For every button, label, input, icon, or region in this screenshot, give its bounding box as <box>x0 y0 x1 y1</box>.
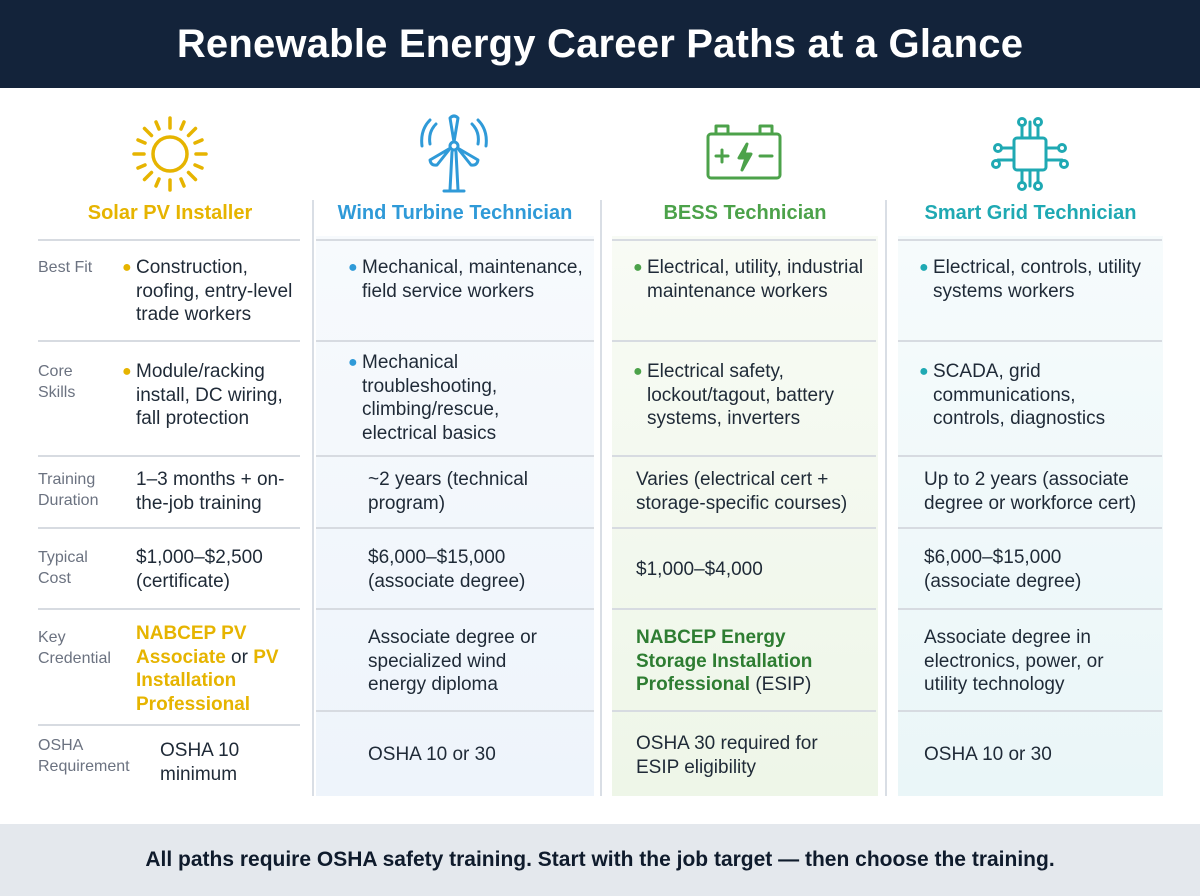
bullet-icon: ● <box>348 354 358 371</box>
cell-key-credential-grid: Associate degree in electronics, power, … <box>924 627 1104 695</box>
row-divider <box>612 340 876 342</box>
column-divider <box>885 200 887 796</box>
row-divider <box>612 608 876 610</box>
bullet-icon: ● <box>348 259 358 276</box>
row-divider <box>612 239 876 241</box>
bullet-icon: ● <box>919 363 929 380</box>
row-divider <box>898 455 1162 457</box>
grid-column-background <box>898 236 1163 796</box>
cell-text: SCADA, grid communications, controls, di… <box>933 361 1106 429</box>
row-divider <box>38 239 300 241</box>
row-divider <box>898 340 1162 342</box>
sun-icon <box>128 112 212 196</box>
circuit-icon <box>988 112 1072 196</box>
row-divider <box>316 340 594 342</box>
cell-text: Module/racking install, DC wiring, fall … <box>136 361 283 429</box>
cell-text: Construction, roofing, entry-level trade… <box>136 257 293 325</box>
cell-core-skills-bess: ● Electrical safety, lockout/tagout, batt… <box>633 360 869 431</box>
column-divider <box>312 200 314 796</box>
cell-core-skills-wind: ● Mechanical troubleshooting, climbing/re… <box>348 351 562 445</box>
row-divider <box>612 527 876 529</box>
cell-key-credential-solar: NABCEP PV Associate or PV Installation P… <box>136 622 300 716</box>
row-divider <box>38 608 300 610</box>
credential-suffix: (ESIP) <box>750 674 812 695</box>
wind-turbine-icon <box>412 112 496 196</box>
row-divider <box>38 527 300 529</box>
row-divider <box>316 608 594 610</box>
cell-key-credential-bess: NABCEP Energy Storage Installation Profe… <box>636 626 836 697</box>
cell-training-duration-solar: 1–3 months + on-the-job training <box>136 469 285 514</box>
row-divider <box>898 710 1162 712</box>
cell-osha-wind: OSHA 10 or 30 <box>368 744 496 765</box>
footer-text: All paths require OSHA safety training. … <box>145 848 1055 871</box>
credential-name: NABCEP PV Associate <box>136 623 247 668</box>
cell-text: Mechanical, maintenance, field service w… <box>362 257 583 302</box>
row-label-core-skills: Core Skills <box>38 363 76 401</box>
cell-training-duration-grid: Up to 2 years (associate degree or workf… <box>924 469 1137 514</box>
battery-icon <box>702 112 786 196</box>
cell-key-credential-wind: Associate degree or specialized wind ene… <box>368 627 537 695</box>
cell-typical-cost-wind: $6,000–$15,000 (associate degree) <box>368 547 526 592</box>
row-divider <box>612 455 876 457</box>
credential-name: NABCEP Energy Storage Installation Profe… <box>636 627 813 695</box>
cell-best-fit-wind: ● Mechanical, maintenance, field service … <box>348 256 588 303</box>
credential-connector: or <box>225 646 254 668</box>
cell-osha-grid: OSHA 10 or 30 <box>924 744 1052 765</box>
row-label-training-duration: Training Duration <box>38 471 99 509</box>
row-label-key-credential: Key Credential <box>38 629 111 667</box>
row-divider <box>316 527 594 529</box>
page-title: Renewable Energy Career Paths at a Glanc… <box>176 21 1024 66</box>
cell-text: Electrical, controls, utility systems wo… <box>933 257 1142 302</box>
row-divider <box>38 340 300 342</box>
bess-column-background <box>612 236 878 796</box>
cell-best-fit-solar: ● Construction, roofing, entry-level trad… <box>122 256 308 327</box>
cell-typical-cost-grid: $6,000–$15,000 (associate degree) <box>924 547 1082 592</box>
bullet-icon: ● <box>122 259 132 276</box>
row-divider <box>612 710 876 712</box>
bullet-icon: ● <box>919 259 929 276</box>
cell-text: Mechanical troubleshooting, climbing/res… <box>362 352 500 444</box>
row-divider <box>316 455 594 457</box>
bullet-icon: ● <box>122 363 132 380</box>
row-label-best-fit: Best Fit <box>38 259 93 276</box>
cell-text: Electrical, utility, industrial maintena… <box>647 257 864 302</box>
cell-core-skills-grid: ● SCADA, grid communications, controls, d… <box>919 360 1133 431</box>
credential-name: PV Installation Professional <box>136 646 279 715</box>
row-divider <box>898 239 1162 241</box>
row-label-osha-requirement: OSHA Requirement <box>38 737 130 775</box>
column-divider <box>600 200 602 796</box>
row-divider <box>316 239 594 241</box>
cell-text: Electrical safety, lockout/tagout, batte… <box>647 361 834 429</box>
row-label-typical-cost: Typical Cost <box>38 549 88 587</box>
row-divider <box>316 710 594 712</box>
cell-best-fit-bess: ● Electrical, utility, industrial mainten… <box>633 256 869 303</box>
row-divider <box>898 608 1162 610</box>
footer-banner: All paths require OSHA safety training. … <box>0 824 1200 896</box>
header-banner: Renewable Energy Career Paths at a Glanc… <box>0 0 1200 88</box>
wind-column-background <box>316 236 594 796</box>
bullet-icon: ● <box>633 363 643 380</box>
cell-typical-cost-solar: $1,000–$2,500 (certificate) <box>136 547 263 592</box>
column-title-grid: Smart Grid Technician <box>924 202 1137 224</box>
row-divider <box>38 724 300 726</box>
column-title-solar: Solar PV Installer <box>87 202 253 224</box>
cell-training-duration-wind: ~2 years (technical program) <box>368 469 528 514</box>
cell-typical-cost-bess: $1,000–$4,000 <box>636 559 763 580</box>
cell-training-duration-bess: Varies (electrical cert + storage-specif… <box>636 469 848 514</box>
cell-best-fit-grid: ● Electrical, controls, utility systems w… <box>919 256 1157 303</box>
cell-osha-bess: OSHA 30 required for ESIP eligibility <box>636 733 818 778</box>
row-divider <box>898 527 1162 529</box>
bullet-icon: ● <box>633 259 643 276</box>
cell-core-skills-solar: ● Module/racking install, DC wiring, fall… <box>122 360 306 431</box>
cell-osha-solar: OSHA 10 minimum <box>160 740 240 785</box>
column-title-wind: Wind Turbine Technician <box>337 202 573 224</box>
column-title-bess: BESS Technician <box>663 202 827 224</box>
row-divider <box>38 455 300 457</box>
